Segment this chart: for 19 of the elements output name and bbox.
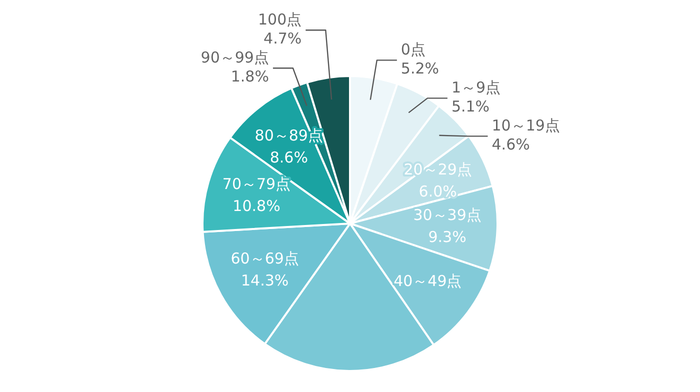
data-label: 9.3% [428,228,466,246]
slice-label: 0点 [400,40,426,59]
data-label: 4.6% [492,136,530,154]
data-label: 5.2% [400,60,440,78]
slice-label: 1～9点 [451,78,501,97]
data-label: 4.7% [264,30,302,48]
data-label: 1.8% [230,68,269,86]
data-label: 14.3% [241,272,289,290]
slice-label: 60～69点 [230,250,299,268]
slice-label: 90～99点 [200,48,269,67]
slice-label: 100点 [258,10,302,29]
data-label: 6.0% [418,182,457,200]
slice-label: 70～79点 [222,175,291,194]
data-label: 10.8% [232,197,280,216]
slice-label: 10～19点 [492,116,560,135]
data-label: 8.6% [270,148,308,167]
slice-label: 30～39点 [413,206,482,224]
slice-label: 40～49点 [394,272,462,290]
data-label: 5.1% [451,98,490,116]
